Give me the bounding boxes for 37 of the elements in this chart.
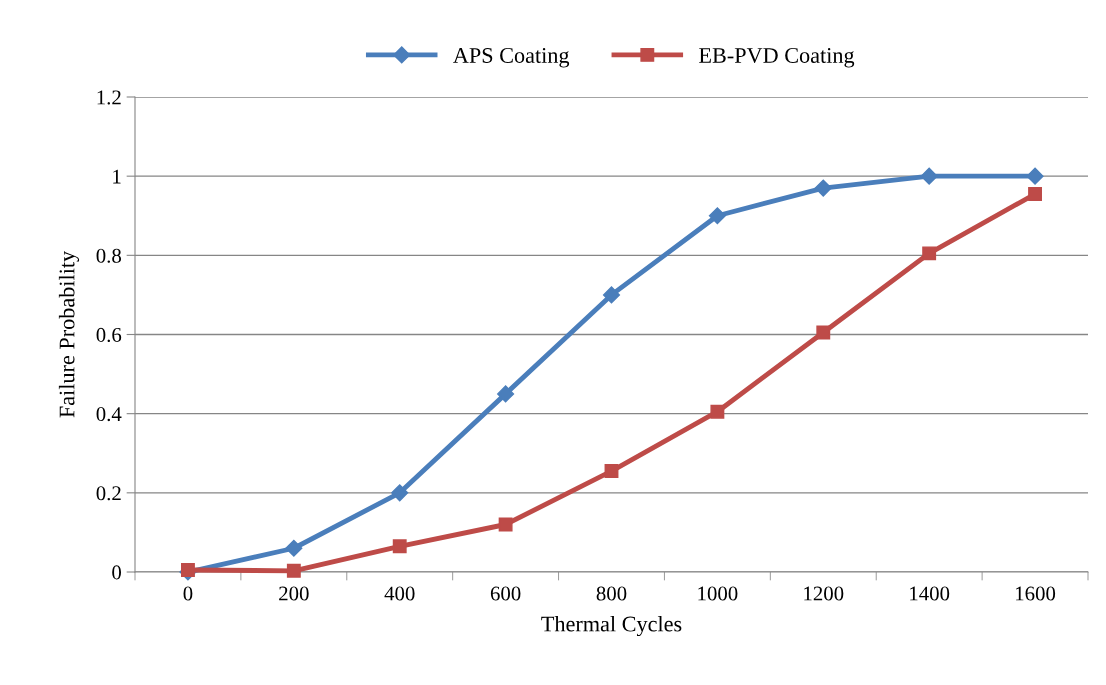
x-axis-title: Thermal Cycles bbox=[541, 615, 682, 637]
point bbox=[1028, 187, 1043, 201]
point bbox=[180, 563, 195, 577]
point bbox=[604, 464, 619, 479]
point bbox=[814, 179, 832, 197]
y-tick-label: 1 bbox=[113, 169, 121, 184]
x-tick-label: 1200 bbox=[804, 586, 844, 601]
y-tick-label: 0.6 bbox=[96, 327, 122, 343]
point bbox=[392, 539, 407, 554]
point bbox=[498, 517, 513, 532]
y-tick-label: 1.2 bbox=[97, 90, 121, 105]
point bbox=[285, 539, 303, 557]
point bbox=[710, 404, 725, 419]
y-tick-label: 0.4 bbox=[96, 407, 122, 422]
x-tick-label: 1000 bbox=[698, 586, 738, 601]
point bbox=[922, 246, 937, 261]
y-tick-label: 0.2 bbox=[96, 486, 121, 501]
x-tick-label: 200 bbox=[279, 586, 309, 601]
x-tick-label: 400 bbox=[384, 586, 415, 601]
point bbox=[602, 286, 621, 304]
x-tick-label: 800 bbox=[596, 586, 627, 601]
point bbox=[1026, 167, 1044, 185]
y-tick-label: 0 bbox=[112, 565, 122, 580]
legend-label: EB-PVD Coating bbox=[699, 47, 855, 68]
legend-label: APS Coating bbox=[453, 47, 570, 68]
point bbox=[497, 385, 515, 403]
x-tick-label: 1400 bbox=[910, 586, 950, 601]
x-tick-label: 0 bbox=[183, 586, 193, 601]
point bbox=[286, 563, 301, 578]
x-tick-label: 600 bbox=[490, 586, 521, 601]
point bbox=[816, 325, 831, 340]
x-tick-label: 1600 bbox=[1016, 586, 1056, 601]
y-axis-title: Failure Probability bbox=[58, 250, 80, 418]
point bbox=[391, 484, 409, 502]
point bbox=[920, 167, 938, 185]
point bbox=[708, 207, 726, 225]
y-tick-label: 0.8 bbox=[96, 248, 122, 263]
